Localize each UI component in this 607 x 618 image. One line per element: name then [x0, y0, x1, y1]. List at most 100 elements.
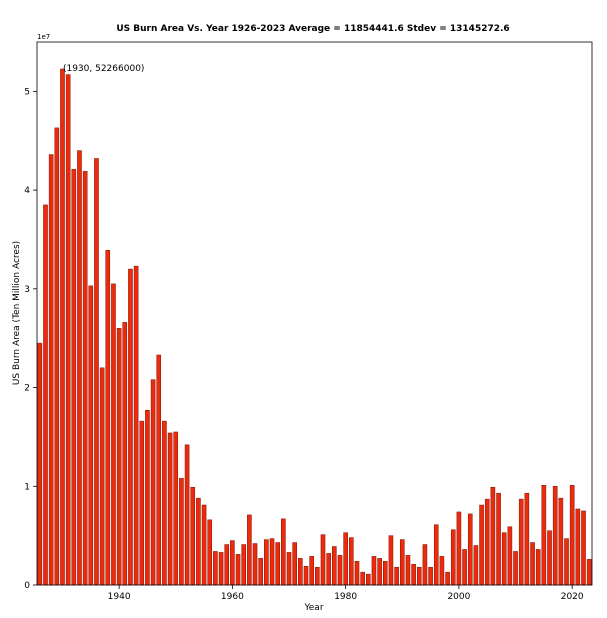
bar-2015 [541, 485, 547, 586]
bar-2003 [473, 545, 479, 586]
bar-1947 [156, 354, 162, 586]
bar-1940 [116, 328, 122, 586]
bar-1983 [360, 571, 365, 586]
bar-2011 [518, 498, 524, 586]
bar-1993 [416, 566, 422, 586]
bar-1972 [298, 558, 303, 586]
bar-1934 [82, 171, 88, 586]
bar-1998 [445, 571, 450, 586]
bar-1994 [422, 544, 428, 586]
bar-1997 [439, 556, 445, 586]
bar-1974 [309, 556, 314, 586]
y-tick-label: 4 [24, 186, 30, 196]
bar-1959 [224, 544, 230, 586]
bar-1945 [145, 410, 150, 586]
bar-1931 [65, 74, 71, 586]
bar-1960 [230, 540, 235, 586]
bar-2008 [501, 532, 507, 586]
x-tick-label: 1960 [221, 592, 244, 602]
bar-1967 [269, 538, 275, 586]
bar-1995 [428, 566, 433, 586]
bar-2022 [581, 510, 586, 586]
bar-2000 [456, 511, 462, 586]
bar-1988 [388, 535, 394, 586]
bar-2020 [569, 485, 575, 586]
bar-1992 [411, 564, 416, 586]
bar-1935 [88, 285, 94, 586]
y-tick-label: 3 [24, 285, 30, 295]
bar-2001 [462, 549, 467, 586]
y-tick-label: 0 [24, 581, 30, 591]
bar-1937 [99, 367, 105, 586]
bar-1944 [139, 420, 145, 586]
bar-1980 [343, 532, 348, 586]
bar-1943 [133, 265, 139, 586]
bar-1973 [303, 565, 309, 586]
x-axis: 1940 1960 1980 2000 2020 [108, 585, 584, 602]
x-tick-label: 2020 [561, 592, 584, 602]
bar-1950 [173, 431, 179, 586]
bar-1963 [247, 514, 252, 586]
bar-1933 [77, 150, 82, 586]
bar-1962 [241, 544, 246, 586]
peak-annotation: (1930, 52266000) [63, 64, 144, 74]
bar-2018 [558, 497, 564, 586]
bar-1965 [258, 558, 263, 586]
bar-1932 [71, 169, 77, 586]
bar-1930 [60, 68, 65, 586]
bar-2021 [575, 508, 581, 586]
bar-1961 [235, 554, 241, 586]
bar-1986 [377, 558, 382, 586]
bar-1941 [122, 322, 128, 586]
x-tick-label: 1940 [108, 592, 131, 602]
bar-1936 [94, 158, 99, 586]
bar-2005 [484, 498, 490, 586]
bar-1946 [150, 379, 156, 586]
x-tick-label: 2000 [447, 592, 470, 602]
bar-1926 [37, 342, 43, 586]
bar-1951 [179, 478, 184, 586]
bar-2017 [552, 486, 558, 586]
y-tick-label: 1 [24, 482, 30, 492]
bar-1999 [450, 529, 456, 586]
bar-2010 [513, 551, 518, 586]
bar-1928 [48, 154, 54, 586]
bar-2016 [547, 530, 552, 586]
chart-title: US Burn Area Vs. Year 1926-2023 Average … [116, 24, 509, 34]
bar-1952 [184, 444, 190, 586]
bar-1954 [196, 497, 201, 586]
y-axis-label: US Burn Area (Ten Million Acres) [12, 241, 22, 385]
bar-1971 [292, 542, 297, 586]
bar-1990 [399, 539, 405, 586]
x-tick-label: 1980 [334, 592, 357, 602]
bar-1955 [201, 504, 207, 586]
y-tick-label: 2 [24, 384, 30, 394]
bar-2002 [467, 513, 473, 586]
bars-group [37, 68, 592, 586]
bar-2012 [524, 492, 530, 586]
bar-2023 [586, 559, 592, 586]
bar-1957 [213, 551, 218, 586]
bar-1966 [264, 539, 269, 586]
bar-2013 [530, 542, 535, 586]
y-tick-label: 5 [24, 87, 30, 97]
bar-1989 [394, 566, 399, 586]
bar-1942 [128, 268, 133, 586]
bar-1964 [252, 543, 258, 586]
bar-1981 [349, 537, 354, 586]
bar-2004 [479, 504, 484, 586]
bar-1987 [383, 561, 388, 586]
bar-1938 [105, 250, 111, 586]
bar-1970 [286, 552, 292, 586]
bar-1953 [190, 487, 196, 586]
x-axis-label: Year [303, 603, 323, 613]
bar-1996 [433, 524, 439, 586]
bar-2009 [507, 526, 513, 586]
bar-1929 [54, 127, 60, 586]
bar-1958 [218, 552, 224, 586]
bar-1975 [315, 566, 320, 586]
bar-2006 [490, 487, 496, 586]
bar-1978 [332, 546, 337, 586]
bar-2014 [535, 549, 541, 586]
